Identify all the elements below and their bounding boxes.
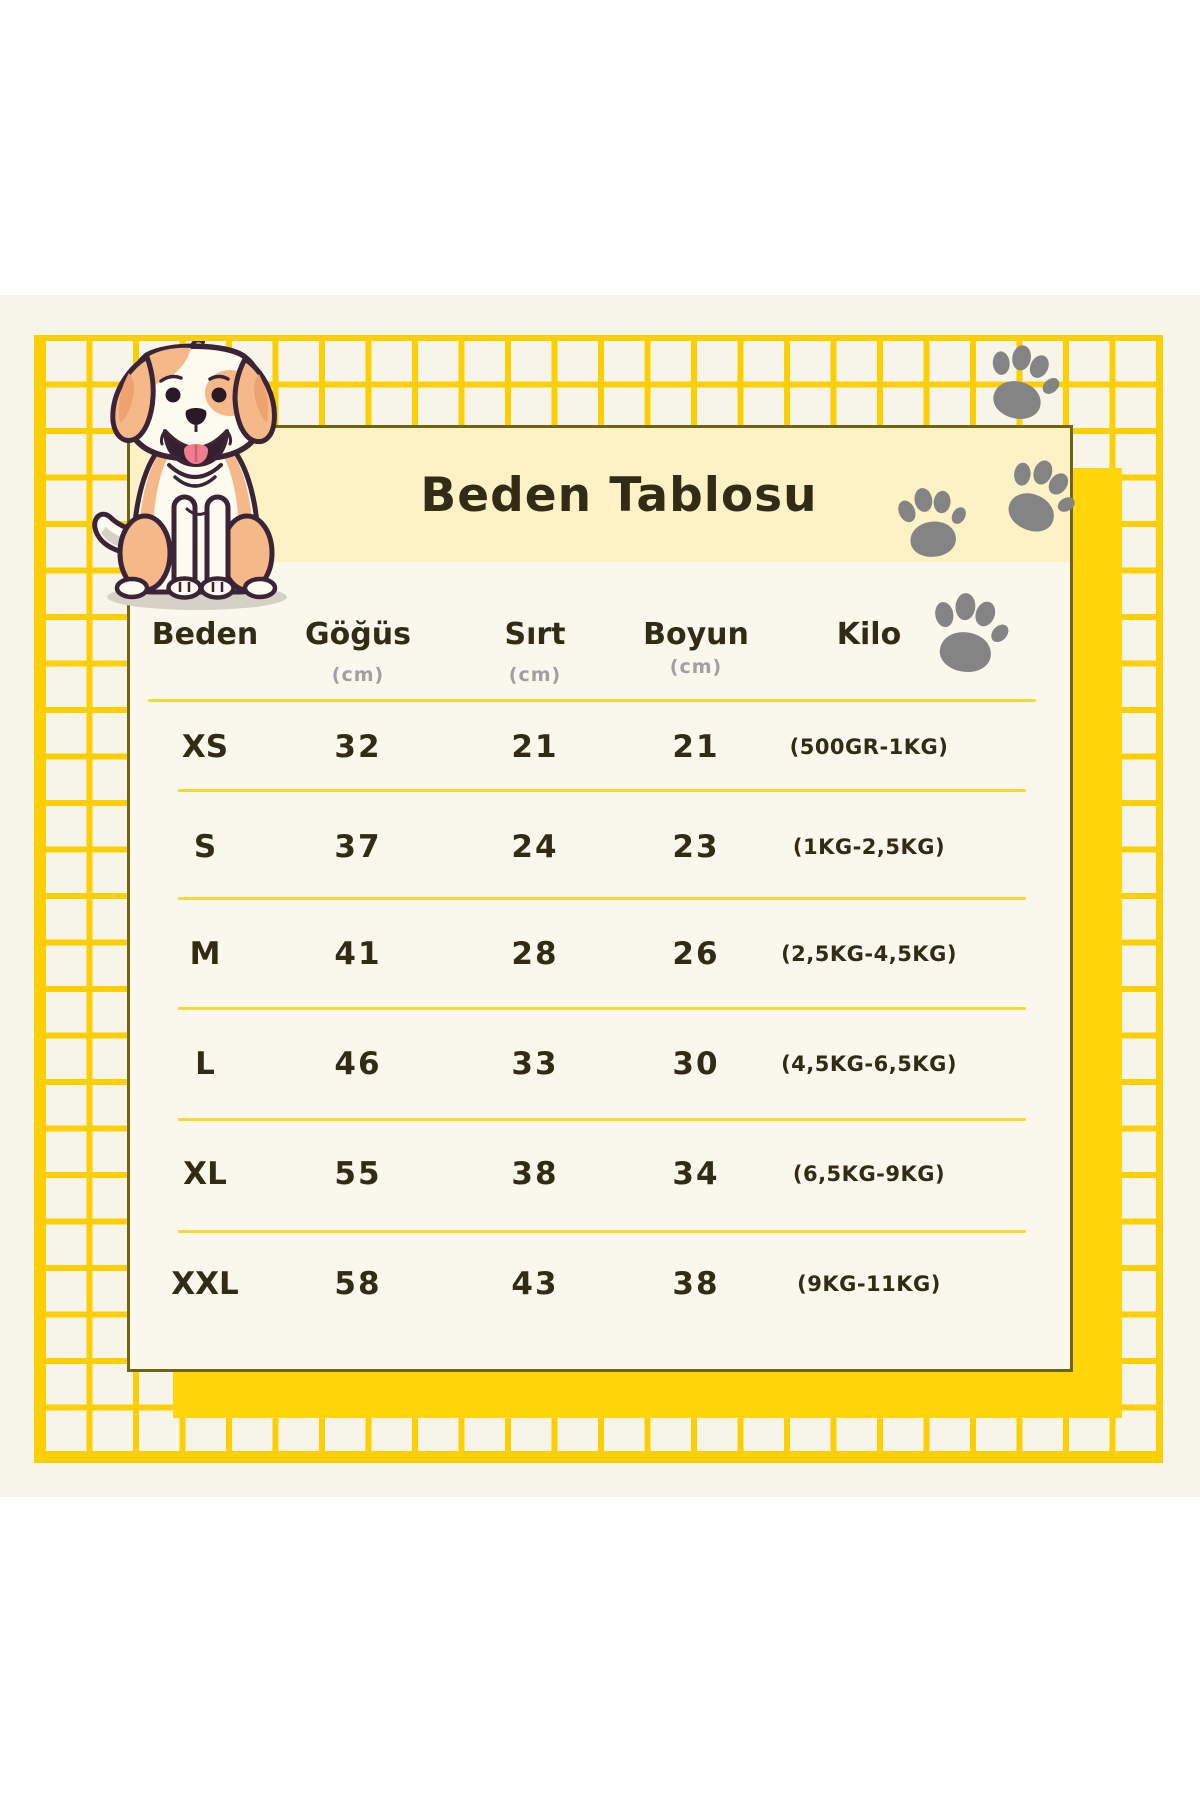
column-header-neck: Boyun bbox=[643, 617, 749, 652]
size-cell: XS bbox=[181, 729, 229, 765]
back-value: 43 bbox=[511, 1266, 559, 1302]
chest-value: 46 bbox=[334, 1046, 382, 1082]
column-header-chest: Göğüs bbox=[305, 617, 411, 652]
unit-label: (cm) bbox=[331, 664, 385, 686]
column-header-size: Beden bbox=[151, 617, 259, 652]
chest-value: 37 bbox=[334, 829, 382, 865]
row-divider bbox=[178, 1007, 1026, 1010]
weight-range: (1KG-2,5KG) bbox=[792, 835, 946, 859]
back-value: 21 bbox=[511, 729, 559, 765]
neck-value: 23 bbox=[672, 829, 720, 865]
row-divider bbox=[178, 897, 1026, 900]
row-divider bbox=[178, 1230, 1026, 1233]
size-cell: S bbox=[193, 829, 217, 865]
table-row: M 41 28 26 (2,5KG-4,5KG) bbox=[130, 934, 1070, 974]
table-row: XXL 58 43 38 (9KG-11KG) bbox=[130, 1264, 1070, 1304]
column-header-weight: Kilo bbox=[836, 617, 902, 652]
row-divider bbox=[178, 789, 1026, 792]
back-value: 33 bbox=[511, 1046, 559, 1082]
table-row: XL 55 38 34 (6,5KG-9KG) bbox=[130, 1154, 1070, 1194]
weight-range: (6,5KG-9KG) bbox=[792, 1162, 946, 1186]
back-value: 28 bbox=[511, 936, 559, 972]
table-row: L 46 33 30 (4,5KG-6,5KG) bbox=[130, 1044, 1070, 1084]
table-row: S 37 24 23 (1KG-2,5KG) bbox=[130, 827, 1070, 867]
column-header-back: Sırt bbox=[504, 617, 566, 652]
header-divider bbox=[148, 699, 1036, 702]
neck-value: 34 bbox=[672, 1156, 720, 1192]
back-value: 38 bbox=[511, 1156, 559, 1192]
size-cell: XL bbox=[183, 1156, 227, 1192]
unit-label: (cm) bbox=[669, 656, 723, 678]
weight-range: (500GR-1KG) bbox=[789, 735, 949, 759]
paw-print-icon bbox=[886, 473, 974, 561]
neck-value: 30 bbox=[672, 1046, 720, 1082]
weight-range: (4,5KG-6,5KG) bbox=[781, 1052, 957, 1076]
page-title: Beden Tablosu bbox=[420, 467, 818, 523]
size-cell: M bbox=[189, 936, 221, 972]
table-row: XS 32 21 21 (500GR-1KG) bbox=[130, 727, 1070, 767]
chest-value: 58 bbox=[334, 1266, 382, 1302]
chest-value: 55 bbox=[334, 1156, 382, 1192]
size-cell: XXL bbox=[171, 1266, 239, 1302]
puppy-illustration bbox=[89, 341, 301, 613]
paw-print-icon bbox=[917, 576, 1019, 678]
weight-range: (9KG-11KG) bbox=[797, 1272, 941, 1296]
weight-range: (2,5KG-4,5KG) bbox=[781, 942, 957, 966]
chest-value: 32 bbox=[334, 729, 382, 765]
row-divider bbox=[178, 1118, 1026, 1121]
size-cell: L bbox=[195, 1046, 215, 1082]
neck-value: 21 bbox=[672, 729, 720, 765]
neck-value: 38 bbox=[672, 1266, 720, 1302]
unit-label: (cm) bbox=[508, 664, 562, 686]
back-value: 24 bbox=[511, 829, 559, 865]
chest-value: 41 bbox=[334, 936, 382, 972]
neck-value: 26 bbox=[672, 936, 720, 972]
